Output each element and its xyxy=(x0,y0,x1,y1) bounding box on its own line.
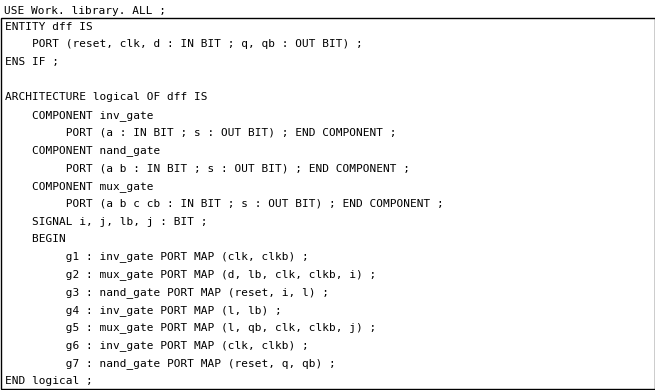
Text: g4 : inv_gate PORT MAP (l, lb) ;: g4 : inv_gate PORT MAP (l, lb) ; xyxy=(5,305,282,316)
Text: g6 : inv_gate PORT MAP (clk, clkb) ;: g6 : inv_gate PORT MAP (clk, clkb) ; xyxy=(5,340,309,351)
Text: ENS IF ;: ENS IF ; xyxy=(5,57,59,67)
Text: g2 : mux_gate PORT MAP (d, lb, clk, clkb, i) ;: g2 : mux_gate PORT MAP (d, lb, clk, clkb… xyxy=(5,269,376,280)
Text: SIGNAL i, j, lb, j : BIT ;: SIGNAL i, j, lb, j : BIT ; xyxy=(5,216,208,227)
Text: PORT (a b : IN BIT ; s : OUT BIT) ; END COMPONENT ;: PORT (a b : IN BIT ; s : OUT BIT) ; END … xyxy=(5,163,410,174)
Text: USE Work. library. ALL ;: USE Work. library. ALL ; xyxy=(4,6,166,16)
Text: g7 : nand_gate PORT MAP (reset, q, qb) ;: g7 : nand_gate PORT MAP (reset, q, qb) ; xyxy=(5,358,336,369)
Text: ARCHITECTURE logical OF dff IS: ARCHITECTURE logical OF dff IS xyxy=(5,92,208,103)
Text: COMPONENT nand_gate: COMPONENT nand_gate xyxy=(5,145,160,156)
Text: END logical ;: END logical ; xyxy=(5,376,93,386)
Text: g3 : nand_gate PORT MAP (reset, i, l) ;: g3 : nand_gate PORT MAP (reset, i, l) ; xyxy=(5,287,329,298)
Text: BEGIN: BEGIN xyxy=(5,234,66,244)
Text: PORT (a : IN BIT ; s : OUT BIT) ; END COMPONENT ;: PORT (a : IN BIT ; s : OUT BIT) ; END CO… xyxy=(5,128,396,138)
Text: PORT (reset, clk, d : IN BIT ; q, qb : OUT BIT) ;: PORT (reset, clk, d : IN BIT ; q, qb : O… xyxy=(5,39,363,49)
Text: g1 : inv_gate PORT MAP (clk, clkb) ;: g1 : inv_gate PORT MAP (clk, clkb) ; xyxy=(5,252,309,262)
Text: g5 : mux_gate PORT MAP (l, qb, clk, clkb, j) ;: g5 : mux_gate PORT MAP (l, qb, clk, clkb… xyxy=(5,323,376,333)
Text: PORT (a b c cb : IN BIT ; s : OUT BIT) ; END COMPONENT ;: PORT (a b c cb : IN BIT ; s : OUT BIT) ;… xyxy=(5,199,443,209)
Text: COMPONENT mux_gate: COMPONENT mux_gate xyxy=(5,181,153,191)
Text: ENTITY dff IS: ENTITY dff IS xyxy=(5,21,93,32)
Text: COMPONENT inv_gate: COMPONENT inv_gate xyxy=(5,110,153,121)
